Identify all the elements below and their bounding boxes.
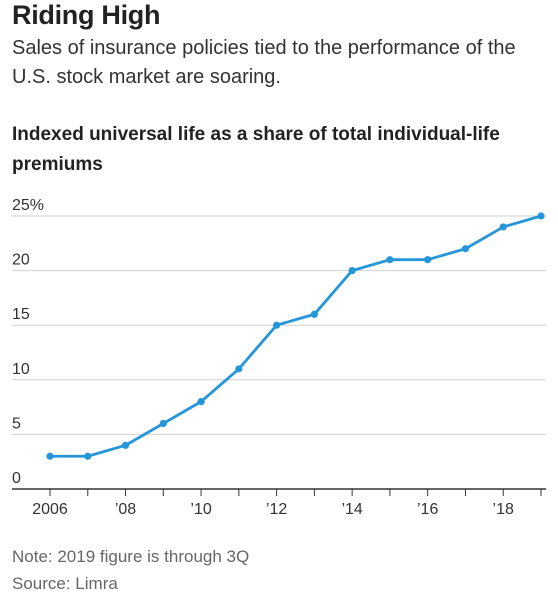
data-point xyxy=(424,256,432,264)
data-point xyxy=(499,223,507,231)
data-point xyxy=(197,398,205,406)
y-axis-ticks: 0 5 10 15 20 25% xyxy=(12,197,44,487)
x-tick-label: ’08 xyxy=(115,501,136,518)
x-axis: 2006 ’08 ’10 ’12 ’14 ’16 ’18 xyxy=(12,488,546,518)
series-layer xyxy=(46,212,545,460)
chart-source: Source: Limra xyxy=(12,574,118,593)
data-point xyxy=(461,245,470,253)
data-point xyxy=(46,452,54,460)
data-point xyxy=(386,256,394,264)
y-tick-label: 20 xyxy=(12,252,30,269)
y-tick-label: 0 xyxy=(12,470,21,487)
gridlines xyxy=(12,215,546,435)
series-line xyxy=(50,214,542,458)
data-point xyxy=(537,212,545,220)
data-point xyxy=(235,365,243,373)
data-point xyxy=(121,441,130,449)
data-point xyxy=(310,310,318,318)
x-tick-label: ’12 xyxy=(266,501,287,518)
data-point xyxy=(159,419,167,428)
y-tick-label: 25% xyxy=(12,197,44,214)
data-point xyxy=(348,267,356,275)
subheadline: Sales of insurance policies tied to the … xyxy=(12,37,516,88)
x-tick-label: ’18 xyxy=(493,501,514,518)
chart-title: Indexed universal life as a share of tot… xyxy=(12,124,500,175)
chart-note: Note: 2019 figure is through 3Q xyxy=(12,547,250,566)
headline: Riding High xyxy=(12,0,161,30)
x-tick-label: ’14 xyxy=(341,501,362,518)
y-tick-label: 15 xyxy=(12,306,30,323)
data-point xyxy=(273,321,281,329)
x-tick-label: ’16 xyxy=(417,501,438,518)
data-point xyxy=(84,452,92,460)
y-tick-label: 5 xyxy=(12,415,21,432)
y-tick-label: 10 xyxy=(12,361,30,378)
x-tick-label: 2006 xyxy=(32,501,68,518)
x-tick-label: ’10 xyxy=(190,501,211,518)
